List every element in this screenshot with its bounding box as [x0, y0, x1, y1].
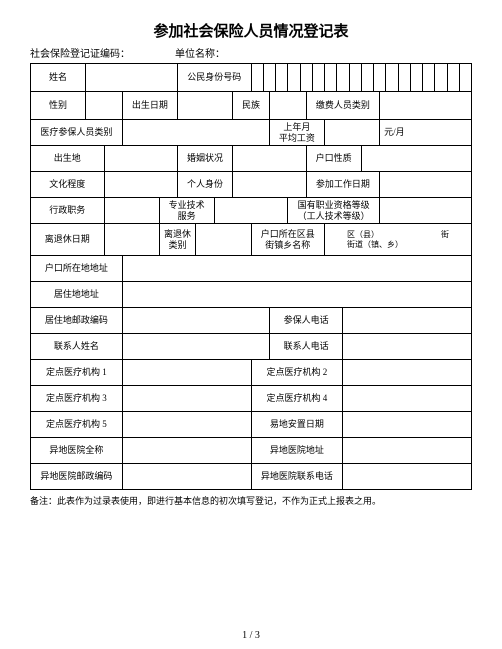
field-insuredtel [343, 308, 472, 334]
label-med5: 定点医疗机构 5 [31, 412, 123, 438]
reg-code-label: 社会保险登记证编码： [30, 45, 175, 60]
field-resaddr [122, 282, 471, 308]
field-remotezip [122, 464, 251, 490]
field-contactname [122, 334, 269, 360]
field-gender [86, 92, 123, 120]
label-relocate: 易地安置日期 [251, 412, 343, 438]
label-hukouaddr: 户口所在地地址 [31, 256, 123, 282]
form-title: 参加社会保险人员情况登记表 [30, 20, 472, 41]
page-number: 1 / 3 [0, 630, 502, 641]
field-ethnic [269, 92, 306, 120]
footnote: 备注：此表作为过录表使用，即进行基本信息的初次填写登记，不作为正式上报表之用。 [30, 496, 472, 508]
field-relocate [343, 412, 472, 438]
field-birthdate [178, 92, 233, 120]
field-contacttel [343, 334, 472, 360]
label-techservice: 专业技术 服务 [159, 198, 214, 224]
label-adminpost: 行政职务 [31, 198, 105, 224]
label-payertype: 缴费人员类别 [306, 92, 380, 120]
label-ethnic: 民族 [233, 92, 270, 120]
label-name: 姓名 [31, 64, 86, 92]
registration-table: 姓名 公民身份号码 性别 出生日期 民族 缴费人员类别 医疗参保人员类别 上年月… [30, 63, 472, 490]
label-contacttel: 联系人电话 [269, 334, 343, 360]
field-med5 [122, 412, 251, 438]
unit-name-label: 单位名称： [175, 45, 225, 60]
field-med2 [343, 360, 472, 386]
label-idnum: 公民身份号码 [178, 64, 252, 92]
field-remotetel [343, 464, 472, 490]
label-gender: 性别 [31, 92, 86, 120]
label-remotetel: 异地医院联系电话 [251, 464, 343, 490]
label-reszip: 居住地邮政编码 [31, 308, 123, 334]
field-marital [233, 146, 307, 172]
field-payertype [380, 92, 472, 120]
label-med2: 定点医疗机构 2 [251, 360, 343, 386]
field-retiretype [196, 224, 251, 256]
field-education [104, 172, 178, 198]
field-hukoutype [361, 146, 471, 172]
field-name [86, 64, 178, 92]
field-remotehosp [122, 438, 251, 464]
field-med1 [122, 360, 251, 386]
field-quallevel [380, 198, 472, 224]
field-med3 [122, 386, 251, 412]
label-education: 文化程度 [31, 172, 105, 198]
field-hukouaddr [122, 256, 471, 282]
label-hukoudistrict: 户口所在区县 街镇乡名称 [251, 224, 325, 256]
label-retiretype: 离退休 类别 [159, 224, 196, 256]
label-contactname: 联系人姓名 [31, 334, 123, 360]
label-personalid: 个人身份 [178, 172, 233, 198]
label-workdate: 参加工作日期 [306, 172, 380, 198]
label-med4: 定点医疗机构 4 [251, 386, 343, 412]
label-resaddr: 居住地地址 [31, 282, 123, 308]
field-remoteaddr [343, 438, 472, 464]
label-insuredtel: 参保人电话 [269, 308, 343, 334]
label-retiredate: 离退休日期 [31, 224, 105, 256]
field-reszip [122, 308, 269, 334]
label-marital: 婚姻状况 [178, 146, 233, 172]
field-idnum [251, 64, 472, 92]
field-retiredate [104, 224, 159, 256]
district-suffix: 区（县） [347, 230, 379, 239]
field-hukoudistrict: 区（县） 街 街道（镇、乡） [325, 224, 472, 256]
form-header: 社会保险登记证编码： 单位名称： [30, 45, 472, 60]
label-quallevel: 国有职业资格等级 （工人技术等级） [288, 198, 380, 224]
label-med1: 定点医疗机构 1 [31, 360, 123, 386]
field-medtype [122, 120, 269, 146]
street-suffix: 街道（镇、乡） [347, 240, 403, 249]
label-remotehosp: 异地医院全称 [31, 438, 123, 464]
field-workdate [380, 172, 472, 198]
label-hukoutype: 户口性质 [306, 146, 361, 172]
label-birthdate: 出生日期 [122, 92, 177, 120]
field-adminpost [104, 198, 159, 224]
label-remotezip: 异地医院邮政编码 [31, 464, 123, 490]
field-personalid [233, 172, 307, 198]
label-medtype: 医疗参保人员类别 [31, 120, 123, 146]
field-wage [325, 120, 380, 146]
field-birthplace [104, 146, 178, 172]
field-med4 [343, 386, 472, 412]
label-remoteaddr: 异地医院地址 [251, 438, 343, 464]
label-med3: 定点医疗机构 3 [31, 386, 123, 412]
label-yuanmonth: 元/月 [380, 120, 472, 146]
street-tail: 街 [441, 230, 449, 239]
label-birthplace: 出生地 [31, 146, 105, 172]
label-wage: 上年月 平均工资 [269, 120, 324, 146]
field-techservice [214, 198, 288, 224]
